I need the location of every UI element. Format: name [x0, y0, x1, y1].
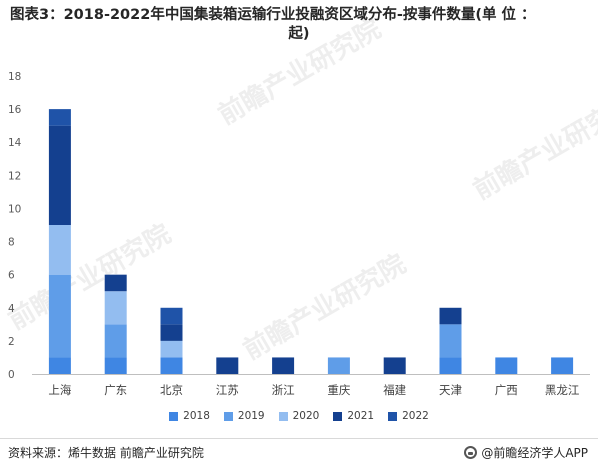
- y-tick-label: 8: [8, 237, 15, 249]
- watermark: 前瞻产业研究院: [213, 13, 386, 131]
- bars: [48, 109, 574, 374]
- watermark: 前瞻产业研究院: [3, 218, 176, 336]
- legend: 2018 2019 2020 2021 2022: [0, 410, 598, 422]
- legend-label: 2018: [183, 410, 210, 422]
- brand-text: @前瞻经济学人APP: [481, 446, 588, 460]
- legend-swatch: [223, 411, 233, 421]
- y-tick-label: 16: [8, 104, 22, 116]
- legend-item-2022: 2022: [388, 410, 429, 422]
- bar-segment-上海-2021: [48, 125, 71, 225]
- bar-segment-天津-2021: [439, 307, 462, 325]
- y-tick-label: 18: [8, 71, 21, 83]
- chart-title: 图表3：2018-2022年中国集装箱运输行业投融资区域分布-按事件数量(单 位…: [10, 6, 588, 44]
- legend-item-2019: 2019: [223, 410, 265, 422]
- x-tick-label: 上海: [48, 383, 71, 397]
- legend-label: 2020: [292, 410, 320, 422]
- bar-segment-北京-2021: [160, 324, 183, 341]
- bar-segment-天津-2018: [439, 357, 462, 374]
- bar-segment-上海-2020: [48, 225, 71, 275]
- watermark: 前瞻产业研究院: [238, 248, 411, 366]
- x-tick-labels: 上海 广东 北京 江苏 浙江 重庆 福建 天津 广西 黑龙江: [48, 383, 579, 397]
- bar-segment-北京-2020: [160, 340, 183, 358]
- x-tick-label: 广东: [104, 383, 127, 397]
- legend-label: 2021: [347, 410, 375, 422]
- x-tick-label: 北京: [160, 383, 183, 397]
- legend-item-2018: 2018: [169, 410, 210, 422]
- bar-segment-天津-2019: [439, 324, 462, 358]
- bar-segment-上海-2018: [48, 357, 71, 374]
- y-tick-label: 2: [8, 336, 15, 348]
- bar-segment-北京-2018: [160, 357, 183, 374]
- legend-swatch: [169, 411, 179, 421]
- legend-item-2020: 2020: [278, 410, 320, 422]
- y-tick-label: 6: [8, 270, 15, 282]
- watermark: 前瞻产业研究院: [468, 88, 598, 206]
- y-tick-label: 0: [8, 369, 15, 381]
- x-tick-label: 浙江: [272, 383, 295, 397]
- bar-segment-广东-2019: [104, 324, 127, 358]
- legend-label: 2019: [237, 410, 265, 422]
- y-tick-label: 4: [8, 303, 15, 315]
- bar-segment-福建-2021: [383, 357, 406, 374]
- legend-swatch: [278, 411, 288, 421]
- brand: @前瞻经济学人APP: [464, 444, 588, 461]
- chart-title-line2: 起): [288, 26, 310, 42]
- bar-chart: 前瞻产业研究院 前瞻产业研究院 前瞻产业研究院 前瞻产业研究院 0 2 4 6 8 10 1…: [3, 13, 598, 397]
- y-tick-label: 14: [8, 137, 22, 149]
- source-text: 资料来源：烯牛数据 前瞻产业研究院: [8, 446, 204, 460]
- footer-divider: [0, 438, 598, 439]
- bar-segment-上海-2022: [48, 109, 71, 126]
- bar-segment-黑龙江-2018: [551, 357, 574, 374]
- watermarks: 前瞻产业研究院 前瞻产业研究院 前瞻产业研究院 前瞻产业研究院: [3, 13, 598, 366]
- y-tick-label: 10: [8, 203, 21, 215]
- x-tick-label: 广西: [495, 383, 518, 397]
- y-tick-labels: 0 2 4 6 8 10 12 14 16 18: [8, 71, 22, 381]
- legend-item-2021: 2021: [333, 410, 374, 422]
- bar-segment-江苏-2021: [216, 357, 239, 374]
- x-tick-label: 黑龙江: [545, 383, 580, 397]
- bar-segment-重庆-2019: [327, 357, 350, 374]
- chart-title-line1: 图表3：2018-2022年中国集装箱运输行业投融资区域分布-按事件数量(单 位…: [10, 7, 536, 23]
- legend-swatch: [388, 411, 398, 421]
- bar-segment-浙江-2021: [272, 357, 295, 374]
- bar-segment-广东-2020: [104, 291, 127, 325]
- bar-segment-上海-2019: [48, 274, 71, 358]
- bar-segment-广西-2018: [495, 357, 518, 374]
- x-tick-label: 重庆: [327, 383, 350, 397]
- x-tick-label: 天津: [439, 383, 462, 397]
- bar-segment-广东-2018: [104, 357, 127, 374]
- bar-segment-北京-2022: [160, 307, 183, 325]
- x-tick-label: 福建: [383, 383, 406, 397]
- brand-logo-icon: [464, 446, 478, 459]
- bar-segment-广东-2021: [104, 274, 127, 292]
- legend-label: 2022: [402, 410, 429, 422]
- y-tick-label: 12: [8, 170, 21, 182]
- legend-swatch: [333, 411, 343, 421]
- x-tick-label: 江苏: [216, 383, 239, 397]
